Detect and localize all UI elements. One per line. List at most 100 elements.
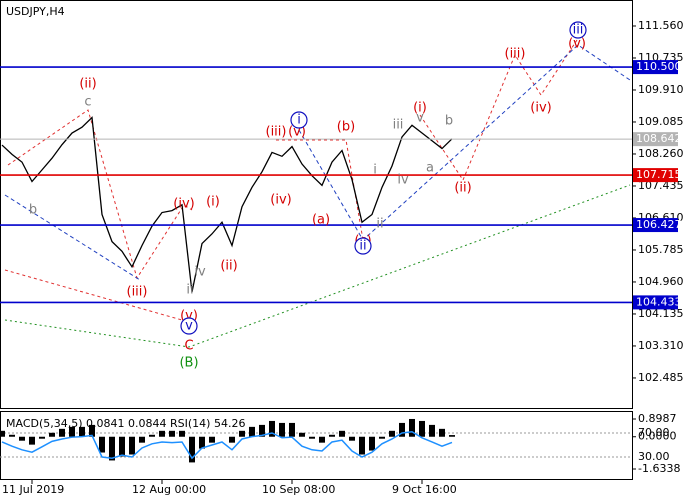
level-label: 104.433 [636, 295, 682, 308]
wave-label: (iv) [530, 101, 551, 116]
y-tick-label: 103.310 [638, 339, 684, 352]
wave-label: ii [186, 283, 193, 298]
macd-bar [169, 430, 175, 437]
macd-bar [239, 430, 245, 437]
wave-label: c [84, 95, 91, 110]
level-label: 107.715 [636, 168, 682, 181]
wave-projections [4, 39, 631, 348]
indicator-title: MACD(5,34,5) 0.0841 0.0844 RSI(14) 54.26 [6, 417, 245, 430]
macd-bar [0, 430, 5, 437]
level-label-box [633, 295, 678, 310]
wave-label: iv [397, 173, 409, 188]
macd-bar [339, 430, 345, 437]
macd-bar [149, 434, 155, 437]
blue-wave-line [4, 194, 141, 281]
macd-bar [229, 436, 235, 443]
wave-label: (b) [337, 120, 355, 135]
wave-label: ii [359, 239, 366, 254]
wave-label: iv [194, 265, 206, 280]
wave-label: iii [393, 118, 404, 133]
macd-bar [19, 436, 25, 441]
wave-label: v [416, 111, 424, 126]
macd-bar [89, 424, 95, 437]
macd-bar [59, 428, 65, 437]
level-label-box [633, 60, 678, 75]
wave-label: b [445, 114, 453, 129]
macd-bar [29, 436, 35, 445]
y-tick-label: 108.260 [638, 147, 684, 160]
macd-bar [369, 436, 375, 451]
wave-circle [569, 21, 587, 39]
macd-bar [279, 422, 285, 437]
macd-bar [39, 436, 45, 439]
wave-label: (iii) [266, 125, 287, 140]
chart-title: USDJPY,H4 [6, 5, 65, 18]
macd-bar [299, 432, 305, 437]
wave-label: (ii) [79, 77, 96, 92]
wave-label: (iii) [127, 285, 148, 300]
y2-tick-label: 30.00 [638, 450, 670, 463]
wave-label: ii [376, 217, 383, 232]
macd-bar [329, 434, 335, 437]
y-tick-label: 111.560 [638, 19, 684, 32]
level-label: 108.642 [636, 132, 682, 145]
y-tick-label: -1.6338 [638, 462, 680, 475]
wave-label: (a) [312, 213, 330, 228]
wave-label: (i) [206, 195, 220, 210]
blue-wave-line [298, 44, 631, 241]
wave-label: i [297, 113, 301, 128]
y-tick-label: 0.0000 [638, 430, 677, 443]
level-label: 110.500 [636, 60, 682, 73]
wave-label: (iv) [173, 197, 194, 212]
wave-label: b [29, 203, 37, 218]
wave-label: (i) [413, 101, 427, 116]
macd-bar [259, 424, 265, 437]
level-label-box [633, 218, 678, 233]
wave-label: iii [573, 23, 584, 38]
macd-bar [429, 424, 435, 437]
rsi-line [1, 431, 453, 460]
macd-bar [119, 436, 125, 457]
macd-bar [129, 436, 135, 455]
wave-label: v [185, 319, 193, 334]
macd-bar [179, 430, 185, 437]
indicator-frame [0, 411, 633, 480]
price-line [1, 116, 453, 293]
wave-label: (iii) [505, 47, 526, 62]
wave-circle [180, 317, 198, 335]
macd-bar [359, 436, 365, 455]
wave-label: (v) [568, 37, 586, 52]
x-tick-label: 12 Aug 00:00 [132, 483, 206, 496]
y-tick-label: 104.135 [638, 307, 684, 320]
wave-circle [354, 237, 372, 255]
wave-label: i [373, 163, 377, 178]
x-tick-label: 9 Oct 16:00 [392, 483, 457, 496]
macd-bar [289, 422, 295, 437]
macd-bar [69, 426, 75, 437]
macd-bar [99, 436, 105, 453]
macd-bar [419, 420, 425, 437]
wave-label: (iv) [270, 193, 291, 208]
x-tick-label: 11 Jul 2019 [2, 483, 64, 496]
macd-bar [49, 432, 55, 437]
x-tick-label: 10 Sep 08:00 [262, 483, 335, 496]
y-tick-label: 0.8987 [638, 412, 677, 425]
macd-bar [379, 436, 385, 439]
y-tick-label: 102.485 [638, 371, 684, 384]
macd-bar [109, 436, 115, 461]
macd-bar [189, 436, 195, 463]
wave-label: C [184, 339, 193, 354]
macd-bar [389, 430, 395, 437]
macd-bar [349, 436, 355, 441]
y-tick-label: 109.910 [638, 83, 684, 96]
y-tick-label: 105.785 [638, 243, 684, 256]
macd-bar [9, 434, 15, 437]
level-label: 106.427 [636, 218, 682, 231]
red-wave-line [419, 39, 578, 182]
wave-label: a [426, 161, 434, 176]
macd-bar [269, 420, 275, 437]
macd-bar [139, 436, 145, 443]
macd-bar [79, 426, 85, 437]
macd-bar [249, 426, 255, 437]
